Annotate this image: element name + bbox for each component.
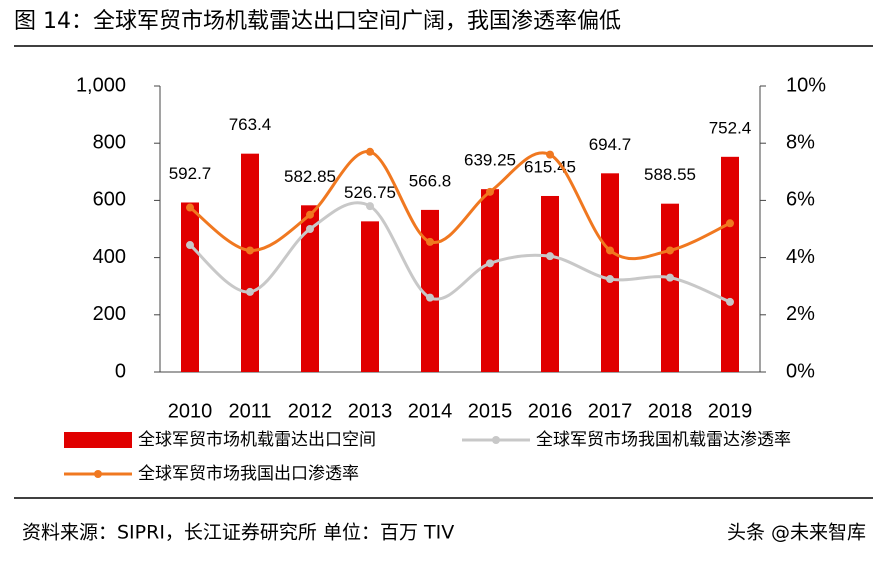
y2-tick-label: 0% bbox=[786, 360, 815, 382]
x-tick-label: 2017 bbox=[588, 400, 633, 422]
value-label: 526.75 bbox=[344, 183, 396, 202]
value-label: 566.8 bbox=[409, 171, 452, 190]
bar bbox=[481, 189, 499, 372]
source: 资料来源：SIPRI，长江证券研究所 单位：百万 TIV bbox=[22, 522, 454, 544]
x-tick-label: 2012 bbox=[288, 400, 333, 422]
bar bbox=[541, 195, 559, 372]
value-label: 582.85 bbox=[284, 167, 336, 186]
x-tick-label: 2014 bbox=[408, 400, 453, 422]
x-tick-label: 2013 bbox=[348, 400, 393, 422]
x-tick-label: 2015 bbox=[468, 400, 513, 422]
y2-tick-label: 8% bbox=[786, 131, 815, 153]
marker bbox=[246, 246, 254, 255]
marker bbox=[186, 241, 194, 250]
value-label: 694.7 bbox=[589, 135, 632, 154]
marker bbox=[666, 273, 674, 282]
legend-marker bbox=[94, 470, 102, 478]
line bbox=[189, 150, 731, 261]
marker bbox=[426, 293, 434, 302]
bar bbox=[241, 153, 259, 372]
x-tick-label: 2019 bbox=[708, 400, 753, 422]
bar bbox=[601, 173, 619, 372]
marker bbox=[426, 237, 434, 246]
legend-label: 全球军贸市场我国机载雷达渗透率 bbox=[536, 430, 791, 450]
x-tick-label: 2018 bbox=[648, 400, 693, 422]
y-tick-label: 1,000 bbox=[76, 74, 126, 96]
y-tick-label: 400 bbox=[93, 246, 126, 268]
marker bbox=[666, 246, 674, 255]
value-label: 639.25 bbox=[464, 151, 516, 170]
legend-label: 全球军贸市场机载雷达出口空间 bbox=[138, 430, 376, 450]
legend-marker bbox=[492, 436, 500, 444]
marker bbox=[366, 202, 374, 211]
y2-tick-label: 2% bbox=[786, 303, 815, 325]
value-label: 588.55 bbox=[644, 165, 696, 184]
watermark: 头条 @未来智库 bbox=[727, 522, 866, 544]
marker bbox=[366, 147, 374, 156]
value-label: 752.4 bbox=[709, 118, 752, 137]
x-tick-label: 2011 bbox=[228, 400, 271, 422]
chart-title: 图 14：全球军贸市场机载雷达出口空间广阔，我国渗透率偏低 bbox=[14, 9, 621, 34]
y-tick-label: 800 bbox=[93, 131, 126, 153]
bar bbox=[661, 203, 679, 372]
y2-tick-label: 6% bbox=[786, 189, 815, 211]
marker bbox=[306, 210, 314, 219]
y-tick-label: 0 bbox=[115, 360, 126, 382]
marker bbox=[546, 252, 554, 261]
y2-tick-label: 4% bbox=[786, 246, 815, 268]
marker bbox=[246, 287, 254, 296]
x-tick-label: 2010 bbox=[168, 400, 213, 422]
value-label: 615.45 bbox=[524, 157, 576, 176]
bar bbox=[421, 209, 439, 372]
marker bbox=[726, 219, 734, 228]
marker bbox=[606, 246, 614, 255]
line bbox=[189, 201, 731, 304]
bar bbox=[301, 205, 319, 372]
marker bbox=[186, 203, 194, 212]
y-tick-label: 200 bbox=[93, 303, 126, 325]
bar bbox=[721, 156, 739, 372]
marker bbox=[606, 275, 614, 284]
value-label: 592.7 bbox=[169, 164, 212, 183]
y2-tick-label: 10% bbox=[786, 74, 826, 96]
marker bbox=[546, 150, 554, 159]
bar bbox=[361, 221, 379, 372]
marker bbox=[726, 297, 734, 306]
legend-swatch bbox=[64, 432, 132, 448]
legend-label: 全球军贸市场我国出口渗透率 bbox=[138, 464, 359, 484]
value-label: 763.4 bbox=[229, 115, 272, 134]
marker bbox=[486, 259, 494, 268]
y-tick-label: 600 bbox=[93, 189, 126, 211]
marker bbox=[486, 187, 494, 196]
marker bbox=[306, 225, 314, 233]
bar bbox=[181, 202, 199, 372]
x-tick-label: 2016 bbox=[528, 400, 573, 422]
